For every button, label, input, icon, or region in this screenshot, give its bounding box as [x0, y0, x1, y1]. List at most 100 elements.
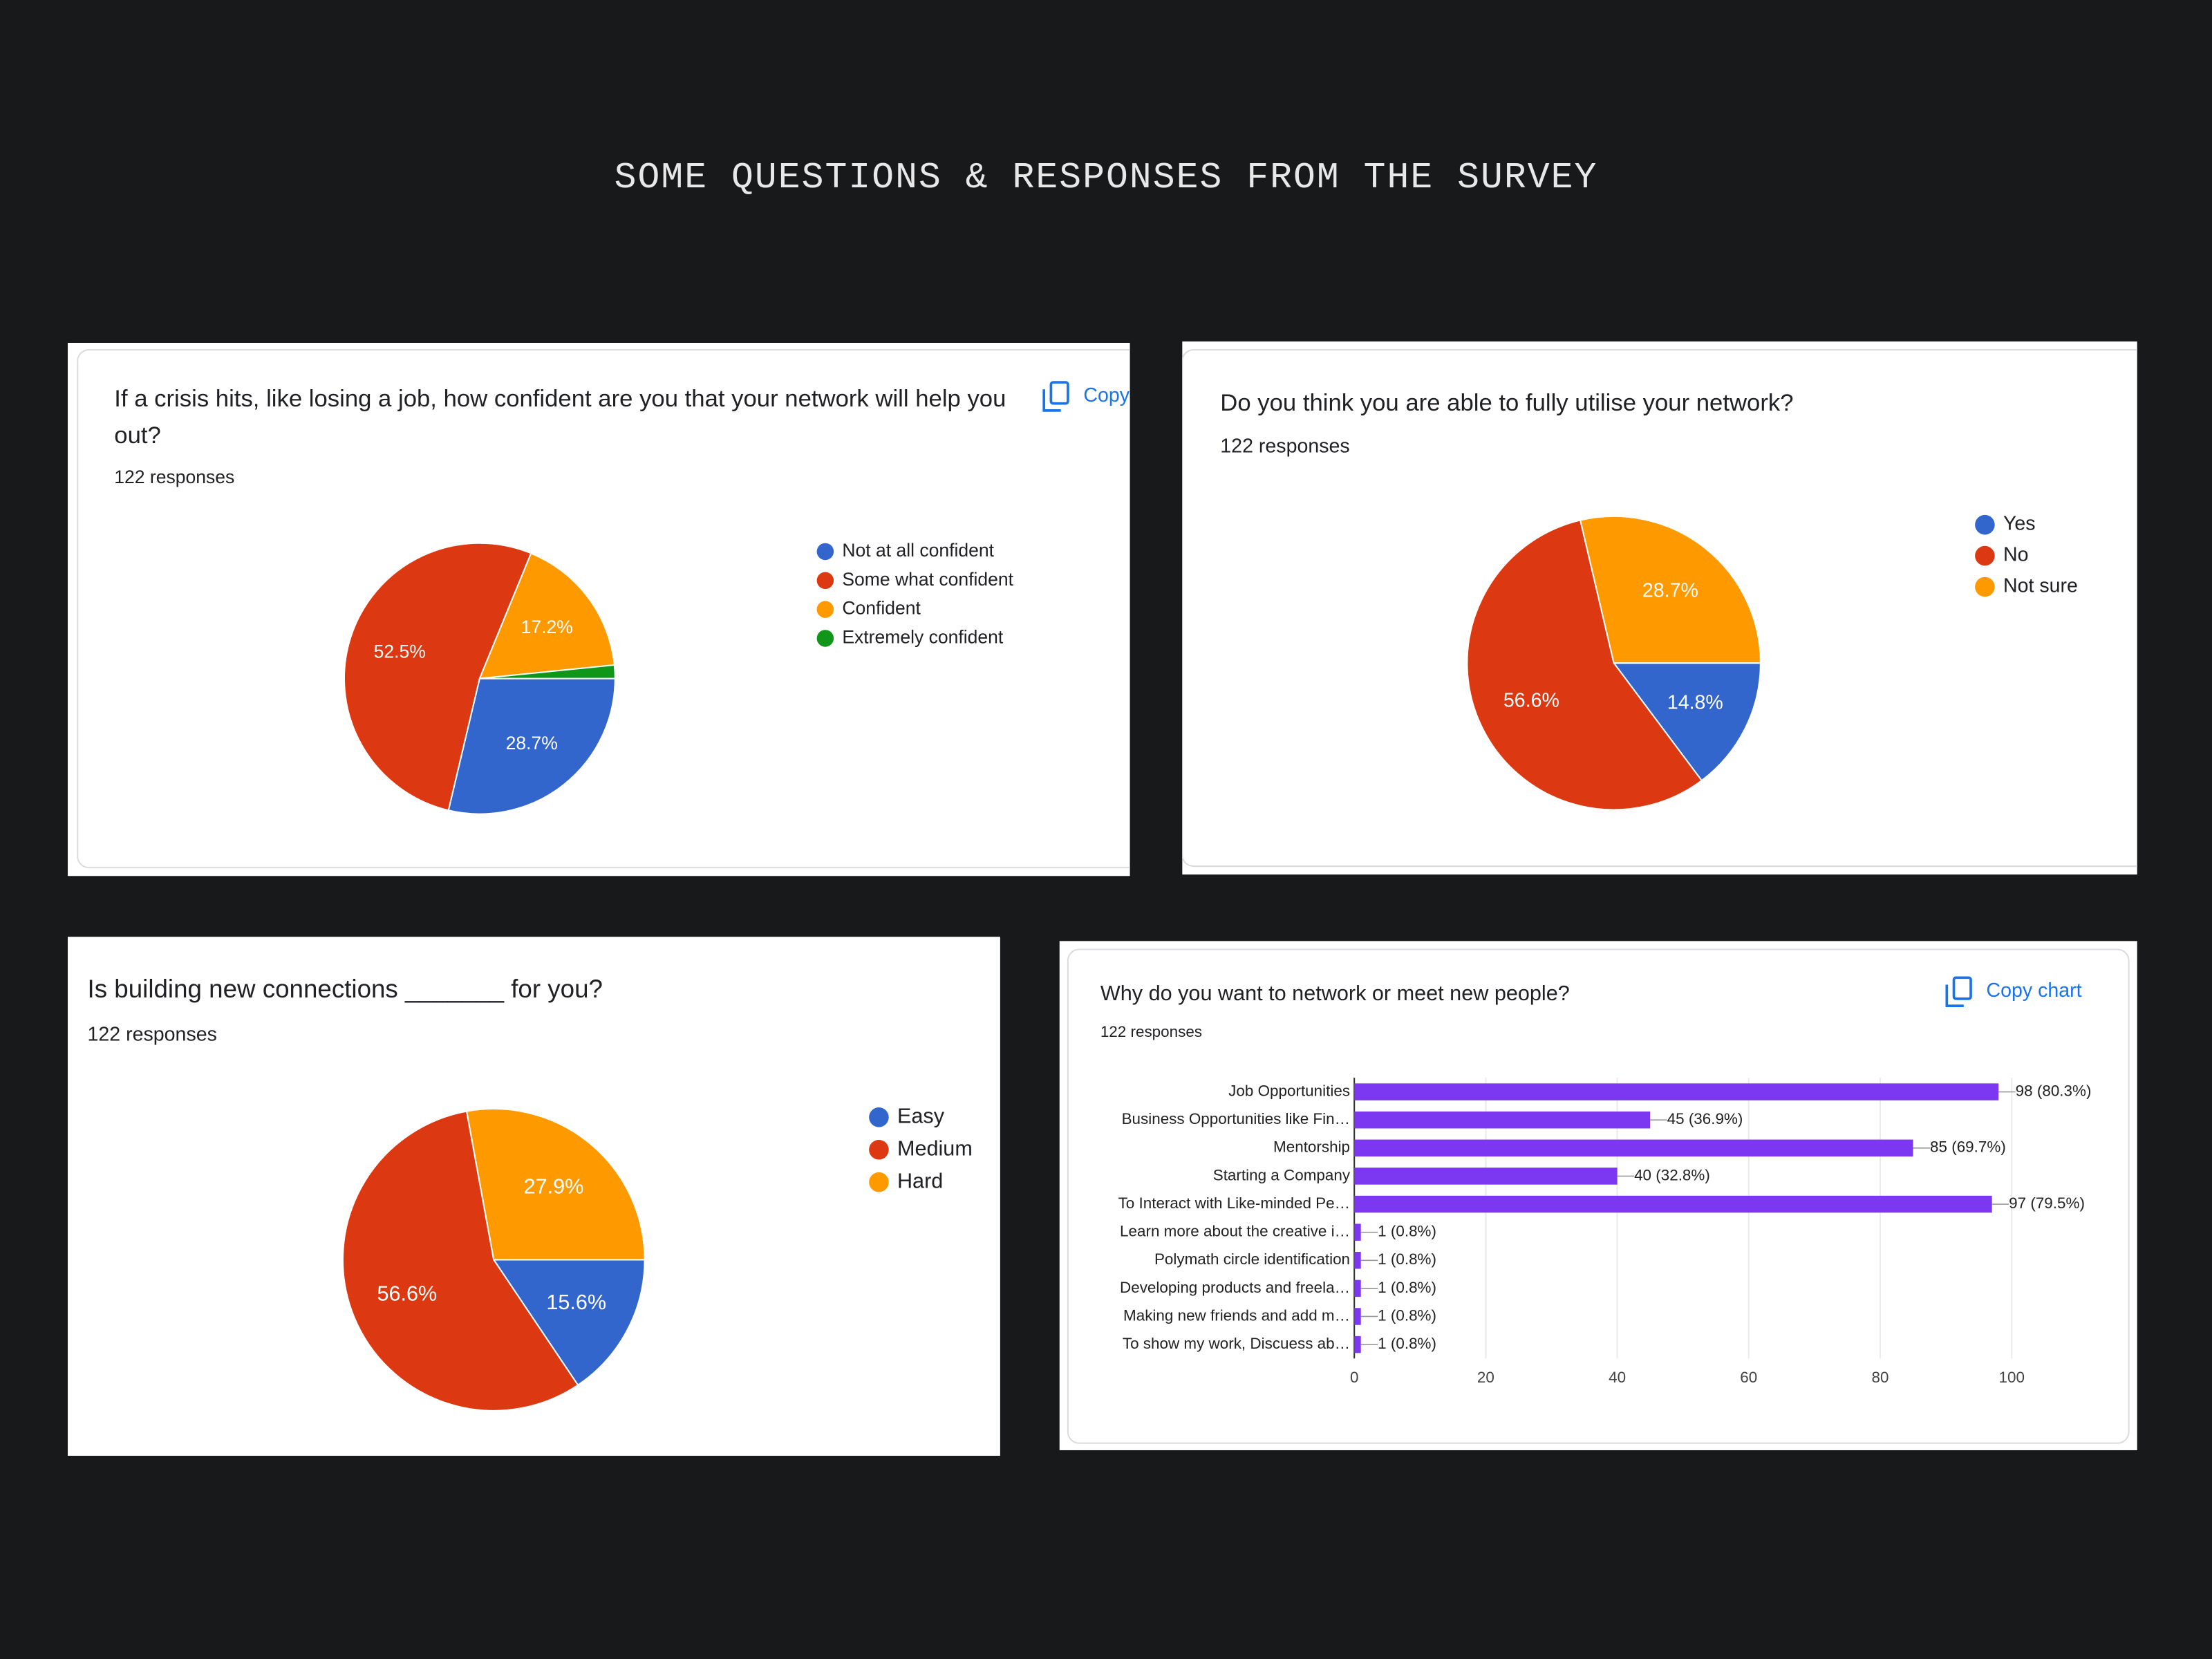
- category-label: Job Opportunities: [1228, 1082, 1350, 1100]
- card-border: [1182, 349, 2137, 868]
- bar: [1354, 1335, 1361, 1353]
- chart-subtitle: 122 responses: [1220, 435, 1349, 457]
- legend-marker: [816, 630, 834, 647]
- value-label: 98 (80.3%): [2016, 1082, 2092, 1100]
- copy-chart-button[interactable]: Copy chart: [1986, 980, 2081, 1002]
- category-label: Starting a Company: [1213, 1166, 1351, 1183]
- panel-background: [1059, 941, 2137, 1450]
- pie-slice: [479, 664, 616, 679]
- value-label: 40 (32.8%): [1634, 1166, 1710, 1183]
- legend-marker: [1975, 545, 1995, 566]
- category-label: Business Opportunities like Fin…: [1122, 1110, 1350, 1127]
- bar: [1354, 1083, 1999, 1100]
- pie-slice: [1612, 662, 1761, 782]
- legend-label: Easy: [897, 1104, 945, 1127]
- legend-marker: [1975, 514, 1995, 535]
- legend-marker: [869, 1172, 889, 1192]
- title-box: Why do you want to network or meet new p…: [1100, 982, 1570, 1006]
- x-tick-label: 0: [1350, 1369, 1358, 1386]
- pie-slice: [465, 1108, 646, 1261]
- copy-icon: [1049, 381, 1069, 405]
- chart-subtitle: 122 responses: [114, 467, 234, 487]
- pie-slice: [341, 1110, 579, 1412]
- card-border: [1067, 948, 2130, 1444]
- title-box: Is building new connections _______ for …: [87, 975, 603, 1004]
- value-label: 1 (0.8%): [1378, 1279, 1436, 1296]
- copy-icon: [1952, 976, 1972, 1000]
- bar: [1354, 1111, 1651, 1129]
- chart-title: If a crisis hits, like losing a job, how…: [114, 385, 1006, 449]
- panel-background: [67, 342, 1130, 877]
- slice-label: 28.7%: [506, 733, 558, 753]
- bar: [1354, 1308, 1361, 1325]
- legend-label: Hard: [897, 1169, 943, 1192]
- copy-icon: [1945, 984, 1964, 1007]
- x-tick-label: 60: [1740, 1369, 1757, 1386]
- category-label: Making new friends and add m…: [1123, 1306, 1350, 1324]
- bar: [1354, 1280, 1361, 1297]
- legend-marker: [869, 1107, 889, 1127]
- legend-label: No: [2003, 544, 2029, 566]
- title-box: If a crisis hits, like losing a job, how…: [114, 385, 1006, 449]
- legend-label: Not sure: [2003, 575, 2078, 597]
- category-label: Learn more about the creative i…: [1120, 1223, 1350, 1240]
- pie-slice: [343, 542, 532, 812]
- bar: [1354, 1168, 1618, 1185]
- legend-label: Not at all confident: [842, 540, 994, 561]
- legend-marker: [1975, 577, 1995, 597]
- chart-panel: If a crisis hits, like losing a job, how…: [67, 342, 1179, 877]
- value-label: 45 (36.9%): [1667, 1110, 1743, 1127]
- value-label: 85 (69.7%): [1930, 1138, 2006, 1156]
- title-box: Do you think you are able to fully utili…: [1220, 389, 1794, 417]
- legend-marker: [869, 1139, 889, 1160]
- legend-marker: [816, 543, 834, 561]
- chart-title: Why do you want to network or meet new p…: [1100, 982, 1570, 1006]
- chart-title: Do you think you are able to fully utili…: [1220, 389, 1794, 417]
- bar: [1354, 1195, 1992, 1213]
- legend-label: Medium: [897, 1136, 973, 1160]
- x-tick-label: 100: [1998, 1369, 2024, 1386]
- legend-marker: [816, 601, 834, 618]
- pie-slice: [1579, 515, 1761, 664]
- slice-label: 56.6%: [1503, 689, 1559, 711]
- pie-slice: [478, 552, 615, 679]
- slice-label: 17.2%: [521, 617, 573, 637]
- x-tick-label: 20: [1477, 1369, 1494, 1386]
- pie-slice: [1466, 519, 1703, 811]
- x-tick-label: 80: [1872, 1369, 1889, 1386]
- category-label: To show my work, Discuess ab…: [1123, 1335, 1350, 1352]
- slice-label: 27.9%: [524, 1175, 584, 1199]
- chart-title: Is building new connections _______ for …: [87, 975, 603, 1004]
- category-label: Developing products and freela…: [1120, 1279, 1350, 1296]
- legend-label: Extremely confident: [842, 626, 1003, 647]
- slice-label: 52.5%: [374, 641, 426, 662]
- slice-label: 14.8%: [1667, 692, 1723, 714]
- chart-panel: Do you think you are able to fully utili…: [1182, 341, 2137, 875]
- bar: [1354, 1224, 1361, 1241]
- value-label: 97 (79.5%): [2009, 1194, 2085, 1212]
- value-label: 1 (0.8%): [1378, 1223, 1436, 1240]
- legend-label: Some what confident: [842, 569, 1013, 590]
- category-label: To Interact with Like-minded Pe…: [1118, 1194, 1350, 1212]
- value-label: 1 (0.8%): [1378, 1306, 1436, 1324]
- category-label: Polymath circle identification: [1154, 1250, 1350, 1268]
- value-label: 1 (0.8%): [1378, 1335, 1436, 1352]
- legend-label: Yes: [2003, 513, 2036, 535]
- slice-label: 56.6%: [377, 1282, 437, 1306]
- copy-icon: [1042, 389, 1061, 412]
- page-title: SOME QUESTIONS & RESPONSES FROM THE SURV…: [615, 157, 1598, 198]
- chart-panel: Is building new connections _______ for …: [67, 937, 1000, 1456]
- legend-marker: [816, 572, 834, 590]
- copy-chart-button[interactable]: Copy chart: [1083, 384, 1179, 406]
- chart-subtitle: 122 responses: [1100, 1023, 1202, 1040]
- category-label: Mentorship: [1273, 1138, 1350, 1156]
- bar: [1354, 1252, 1361, 1269]
- chart-panel: Why do you want to network or meet new p…: [1059, 941, 2137, 1450]
- card-border: [77, 349, 1130, 869]
- value-label: 1 (0.8%): [1378, 1250, 1436, 1268]
- slice-label: 15.6%: [546, 1291, 606, 1314]
- slice-label: 28.7%: [1642, 580, 1698, 602]
- pie-slice: [447, 677, 616, 815]
